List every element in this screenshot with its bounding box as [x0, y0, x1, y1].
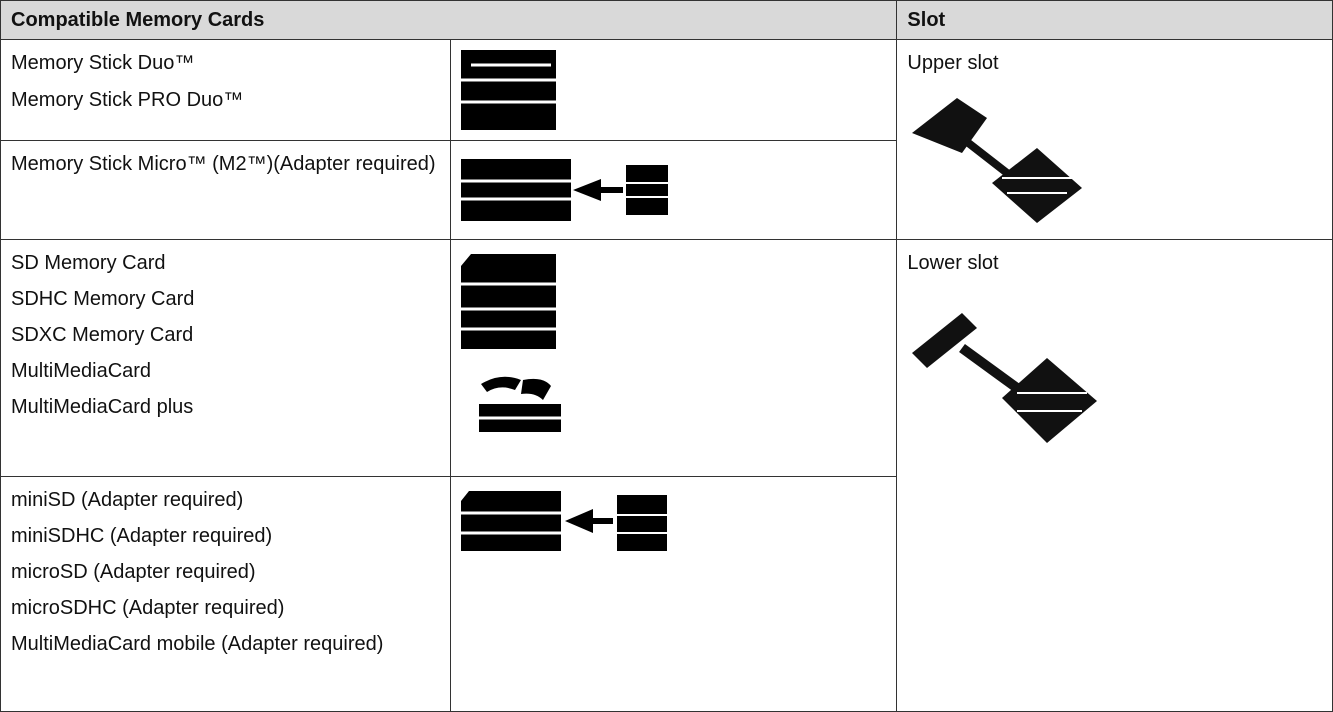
card-name: MultiMediaCard plus — [11, 396, 194, 418]
row: miniSD (Adapter required) miniSDHC (Adap… — [0, 476, 1333, 712]
card-icon — [461, 50, 557, 130]
header-cell: Slot — [896, 0, 1333, 40]
card-icon — [461, 159, 669, 221]
slot-cell: Lower slot — [896, 239, 1333, 712]
cards-cell: miniSD (Adapter required) miniSDHC (Adap… — [0, 476, 452, 712]
cards-cell: Memory Stick Duo™ Memory Stick PRO Duo™ — [0, 39, 452, 141]
slot-name: Upper slot — [907, 52, 999, 74]
image-cell — [450, 39, 898, 141]
slot-cell: Upper slot — [896, 39, 1333, 240]
card-name: miniSDHC (Adapter required) — [11, 525, 273, 547]
card-name: microSD (Adapter required) — [11, 561, 256, 583]
card-name: SDHC Memory Card — [11, 288, 195, 310]
row: SD Memory Card SDHC Memory Card SDXC Mem… — [0, 239, 1333, 712]
card-name: MultiMediaCard — [11, 360, 152, 382]
card-icon — [461, 491, 668, 551]
card-name: Memory Stick Micro™ (M2™)(Adapter requir… — [11, 153, 436, 175]
cards-cell: SD Memory Card SDHC Memory Card SDXC Mem… — [0, 239, 452, 477]
cards-cell: Memory Stick Micro™ (M2™)(Adapter requir… — [0, 140, 452, 240]
row: Memory Stick Duo™ Memory Stick PRO Duo™ … — [0, 39, 1333, 240]
image-cell — [450, 239, 898, 477]
row: Memory Stick Micro™ (M2™)(Adapter requir… — [0, 140, 1333, 240]
card-name: Memory Stick PRO Duo™ — [11, 89, 244, 111]
card-name: SDXC Memory Card — [11, 324, 194, 346]
slot-icon — [912, 98, 1083, 223]
header-row: Compatible Memory Cards Slot — [0, 0, 1333, 40]
card-name: MultiMediaCard mobile (Adapter required) — [11, 633, 384, 655]
card-icon — [461, 254, 562, 432]
slot-icon — [912, 313, 1098, 443]
card-name: miniSD (Adapter required) — [11, 489, 244, 511]
card-name: SD Memory Card — [11, 252, 166, 274]
card-name: Memory Stick Duo™ — [11, 52, 195, 74]
slot-name: Lower slot — [907, 252, 999, 274]
card-name: microSDHC (Adapter required) — [11, 597, 285, 619]
image-cell — [450, 476, 898, 712]
header-cell: Compatible Memory Cards — [0, 0, 898, 40]
image-cell — [450, 140, 898, 240]
